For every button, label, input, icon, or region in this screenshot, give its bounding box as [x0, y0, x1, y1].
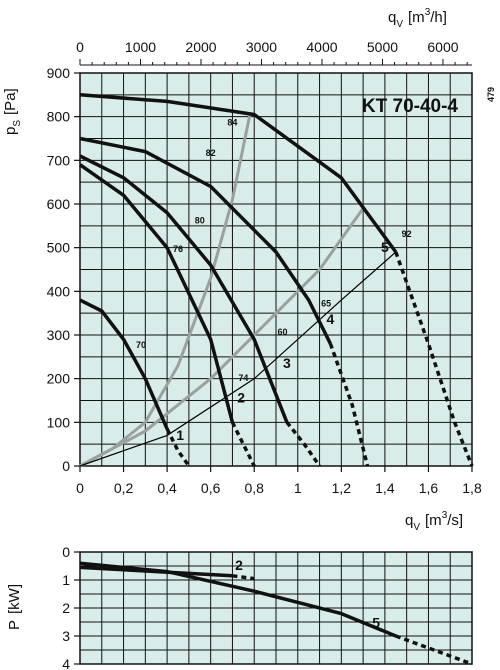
- y-tick-label: 400: [47, 283, 71, 299]
- efficiency-label: 74: [238, 373, 248, 383]
- curve-number: 4: [327, 311, 335, 327]
- top-tick-label: 3000: [246, 39, 277, 55]
- y-tick-label: 0: [62, 544, 70, 560]
- fan-curve-4: [79, 136, 332, 345]
- x-axis-label: qV [m3/s]: [405, 510, 463, 533]
- efficiency-label: 70: [136, 340, 146, 350]
- x-tick-label: 0,2: [114, 480, 134, 496]
- y-tick-label: 600: [47, 196, 71, 212]
- top-axis-label: qV [m3/h]: [388, 7, 447, 30]
- fan-curve-4-dashed: [328, 343, 370, 467]
- chart-title: KT 70-40-4: [362, 96, 459, 117]
- curve-number: 2: [237, 390, 245, 406]
- fan-curve-1-dashed: [165, 428, 191, 468]
- x-tick-label: 1,4: [375, 480, 395, 496]
- plot-frame: [79, 72, 473, 467]
- y-tick-label: 300: [47, 327, 71, 343]
- fan-curve-1: [79, 298, 169, 430]
- efficiency-label: 60: [278, 327, 288, 337]
- fan-curve-5-dashed: [394, 251, 474, 467]
- fan-curve-2: [78, 163, 235, 423]
- system-curve: [79, 251, 397, 467]
- efficiency-label: 80: [195, 216, 205, 226]
- y-tick-label: 100: [47, 414, 71, 430]
- power-curve-5-dashed: [395, 634, 473, 666]
- y-tick-label: 1: [62, 572, 70, 588]
- fan-curve-3: [79, 154, 289, 423]
- curve-number: 1: [176, 427, 184, 443]
- fan-curve-3-dashed: [285, 421, 322, 468]
- pressure-chart: 0 0,2 0,4 0,6 0,8 1 1,2 1,4 1,6 1,8 0 100 200 300 400 5…: [2, 7, 496, 533]
- y-axis-label: pS[Pa]: [2, 88, 23, 135]
- top-tick-label: 6000: [427, 39, 458, 55]
- power-curve-5: [79, 561, 397, 638]
- top-tick-label: 2000: [185, 39, 216, 55]
- x-tick-label: 1,2: [332, 480, 352, 496]
- x-tick-label: 0,4: [157, 480, 177, 496]
- side-label: 479: [486, 87, 496, 102]
- efficiency-label: 82: [206, 148, 216, 158]
- y-tick-label: 0: [62, 458, 70, 474]
- system-curve: [79, 207, 365, 468]
- curve-number: 5: [381, 239, 389, 255]
- x-tick-label: 1,6: [419, 480, 439, 496]
- y-tick-label: 3: [62, 628, 70, 644]
- power-curve-number: 2: [235, 557, 243, 573]
- top-tick-label: 1000: [125, 39, 156, 55]
- power-curve-2-dashed: [232, 574, 255, 581]
- top-tick-label: 5000: [367, 39, 398, 55]
- fan-curve-5: [79, 93, 398, 254]
- efficiency-label: 65: [321, 299, 331, 309]
- y-tick-label: 800: [47, 109, 71, 125]
- efficiency-label: 92: [402, 229, 412, 239]
- power-curve-number: 5: [372, 615, 380, 631]
- curve-number: 3: [283, 355, 291, 371]
- fan-curve-2-dashed: [230, 421, 256, 467]
- y-tick-label: 500: [47, 240, 71, 256]
- y-tick-label: 4: [62, 656, 70, 670]
- y-tick-label: 900: [47, 65, 71, 81]
- y-tick-label: 700: [47, 152, 71, 168]
- x-tick-label: 0,6: [201, 480, 221, 496]
- power-axis-label: P[kW]: [6, 584, 23, 630]
- x-tick-label: 0,8: [244, 480, 264, 496]
- top-tick-label: 4000: [306, 39, 337, 55]
- efficiency-label: 76: [173, 244, 183, 254]
- top-tick-label: 0: [76, 39, 84, 55]
- x-tick-label: 1: [294, 480, 302, 496]
- y-tick-label: 2: [62, 600, 70, 616]
- y-tick-label: 200: [47, 371, 71, 387]
- x-tick-label: 1,8: [462, 480, 482, 496]
- efficiency-label: 84: [227, 117, 237, 127]
- power-chart: 0 1 2 3 4 P[kW] 2 5: [6, 544, 473, 670]
- x-tick-label: 0: [76, 480, 84, 496]
